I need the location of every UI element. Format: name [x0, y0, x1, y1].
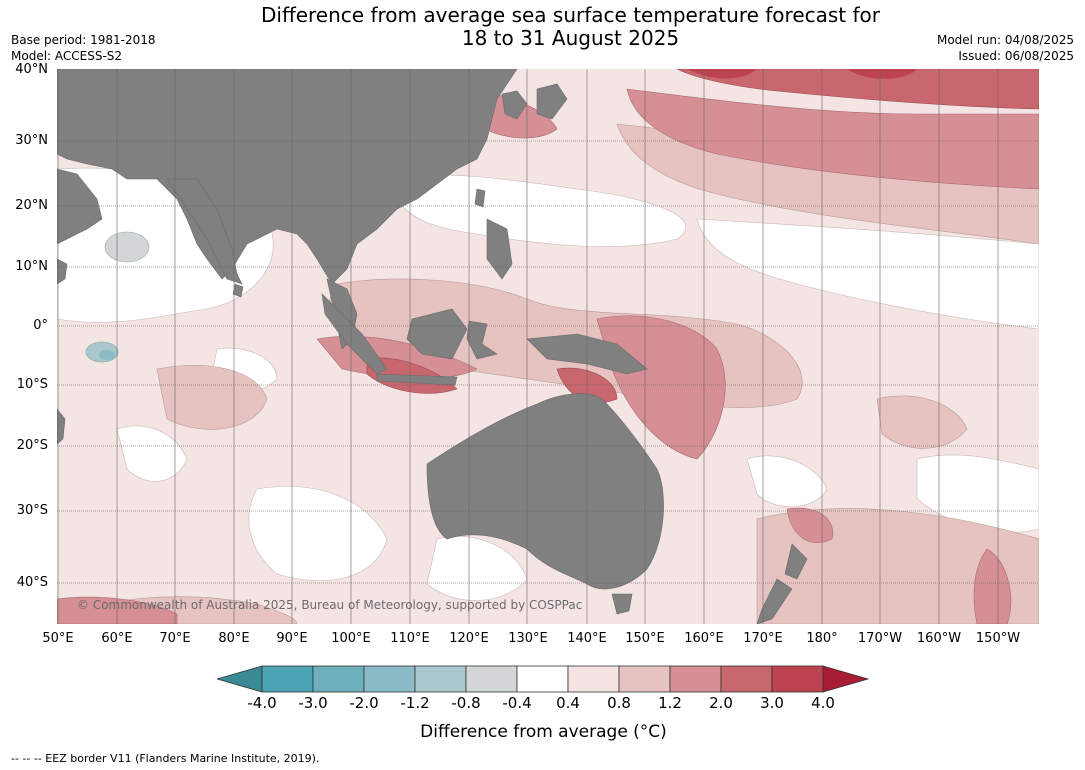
cool-anomaly-patches [85, 231, 150, 363]
model-name: Model: ACCESS-S2 [11, 49, 123, 63]
colorbar-tick: 0.4 [556, 694, 580, 712]
lat-label: 20°S [16, 438, 48, 453]
lat-label: 40°S [16, 575, 48, 590]
lat-label: 20°N [15, 198, 48, 213]
colorbar-segment [771, 665, 824, 693]
lon-label: 120°E [449, 631, 489, 646]
colorbar-tick: -0.4 [502, 694, 532, 712]
colorbar-segment [720, 665, 773, 693]
lon-label: 50°E [42, 631, 74, 646]
lon-label: 170°W [857, 631, 903, 646]
meta-right: Model run: 04/08/2025 Issued: 06/08/2025 [937, 32, 1074, 64]
colorbar-segment [516, 665, 569, 693]
colorbar-segment [669, 665, 722, 693]
colorbar-tick: 0.8 [607, 694, 631, 712]
meta-left: Base period: 1981-2018 Model: ACCESS-S2 [11, 32, 156, 64]
colorbar [215, 665, 870, 697]
lon-label: 60°E [101, 631, 133, 646]
colorbar-segment [363, 665, 416, 693]
lat-label: 40°N [15, 62, 48, 77]
title-line-2: 18 to 31 August 2025 [461, 26, 680, 50]
colorbar-segment [465, 665, 518, 693]
colorbar-arrow-high [822, 665, 870, 693]
colorbar-segment [618, 665, 671, 693]
eez-footnote: -- -- -- EEZ border V11 (Flanders Marine… [11, 752, 320, 765]
lon-label: 170°E [743, 631, 783, 646]
colorbar-segment [567, 665, 620, 693]
lon-label: 140°E [567, 631, 607, 646]
lat-label: 0° [33, 318, 48, 333]
colorbar-tick: -1.2 [400, 694, 430, 712]
colorbar-tick: -0.8 [451, 694, 481, 712]
colorbar-tick: 1.2 [658, 694, 682, 712]
lon-label: 160°E [684, 631, 724, 646]
meridians [57, 69, 999, 624]
lon-label: 150°W [975, 631, 1021, 646]
colorbar-tick: 3.0 [760, 694, 784, 712]
lon-label: 150°E [625, 631, 665, 646]
lat-label: 10°N [15, 259, 48, 274]
anomaly-band-3.0-4.0 [687, 69, 917, 79]
colorbar-segment [261, 665, 314, 693]
colorbar-tick: -4.0 [247, 694, 277, 712]
lat-label: 10°S [16, 377, 48, 392]
colorbar-arrow-low [215, 665, 263, 693]
land-masses [57, 69, 808, 624]
copyright-note: © Commonwealth of Australia 2025, Bureau… [77, 598, 583, 612]
colorbar-segment [312, 665, 365, 693]
lat-label: 30°N [15, 133, 48, 148]
lon-label: 70°E [159, 631, 191, 646]
lat-label: 30°S [16, 503, 48, 518]
colorbar-tick: 4.0 [811, 694, 835, 712]
model-run: Model run: 04/08/2025 [936, 33, 1074, 47]
colorbar-label: Difference from average (°C) [420, 722, 667, 742]
lon-label: 130°E [508, 631, 548, 646]
lon-label: 180° [806, 631, 838, 646]
title-line-1: Difference from average sea surface temp… [260, 3, 880, 27]
lon-label: 100°E [331, 631, 371, 646]
lon-label: 110°E [390, 631, 430, 646]
colorbar-tick: -2.0 [349, 694, 379, 712]
issued-date: Issued: 06/08/2025 [958, 49, 1074, 63]
lon-label: 90°E [276, 631, 308, 646]
lon-label: 80°E [218, 631, 250, 646]
lon-label: 160°W [916, 631, 962, 646]
colorbar-tick: 2.0 [709, 694, 733, 712]
sst-anomaly-map [57, 69, 1039, 624]
map-title: Difference from average sea surface temp… [0, 4, 1085, 50]
base-period: Base period: 1981-2018 [11, 33, 156, 47]
colorbar-tick: -3.0 [298, 694, 328, 712]
graticule [57, 140, 1039, 584]
colorbar-segment [414, 665, 467, 693]
